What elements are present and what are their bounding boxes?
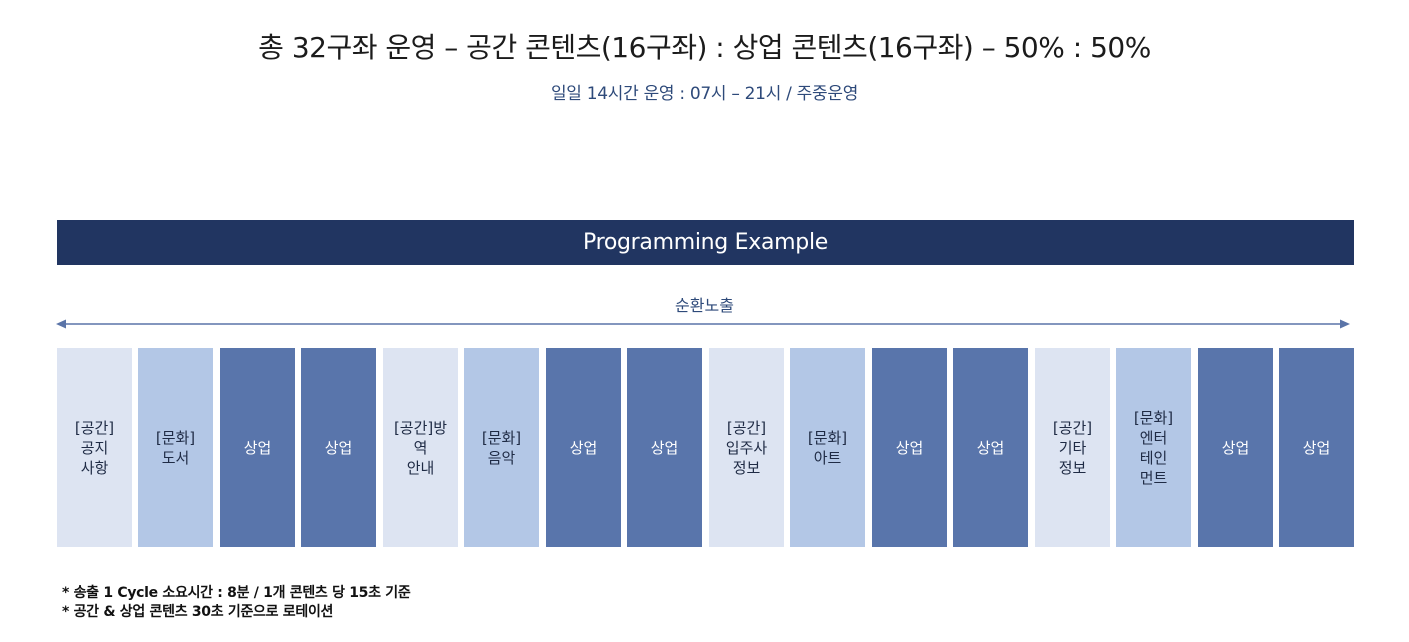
content-block-commercial: 상업: [546, 348, 621, 547]
rotation-double-arrow-icon: [56, 319, 1350, 329]
content-block-commercial: 상업: [220, 348, 295, 547]
footnote-rotation: * 공간 & 상업 콘텐츠 30초 기준으로 로테이션: [62, 604, 334, 620]
content-block-space: [공간] 기타 정보: [1035, 348, 1110, 547]
content-block-culture: [문화] 음악: [464, 348, 539, 547]
content-block-space: [공간] 공지 사항: [57, 348, 132, 547]
operating-hours-subtitle: 일일 14시간 운영 : 07시 – 21시 / 주중운영: [550, 84, 859, 104]
arrow-head-left: [56, 319, 66, 329]
footnotes: * 송출 1 Cycle 소요시간 : 8분 / 1개 콘텐츠 당 15초 기준…: [62, 584, 411, 622]
page-title: 총 32구좌 운영 – 공간 콘텐츠(16구좌) : 상업 콘텐츠(16구좌) …: [258, 31, 1151, 64]
content-block-commercial: 상업: [1198, 348, 1273, 547]
content-block-culture: [문화] 아트: [790, 348, 865, 547]
content-block-commercial: 상업: [301, 348, 376, 547]
content-block-culture: [문화] 엔터 테인 먼트: [1116, 348, 1191, 547]
content-rotation-blocks: [공간] 공지 사항 [문화] 도서 상업 상업 [공간]방 역 안내 [문화] 음악 상업…: [57, 348, 1354, 547]
content-block-culture: [문화] 도서: [138, 348, 213, 547]
rotation-label: 순환노출: [675, 296, 734, 315]
programming-example-banner: Programming Example: [57, 220, 1354, 265]
content-block-commercial: 상업: [872, 348, 947, 547]
content-block-commercial: 상업: [627, 348, 702, 547]
content-block-commercial: 상업: [953, 348, 1028, 547]
footnote-cycle-time: * 송출 1 Cycle 소요시간 : 8분 / 1개 콘텐츠 당 15초 기준: [62, 585, 411, 601]
content-block-commercial: 상업: [1279, 348, 1354, 547]
content-block-space: [공간]방 역 안내: [383, 348, 458, 547]
arrow-head-right: [1340, 319, 1350, 329]
content-block-space: [공간] 입주사 정보: [709, 348, 784, 547]
